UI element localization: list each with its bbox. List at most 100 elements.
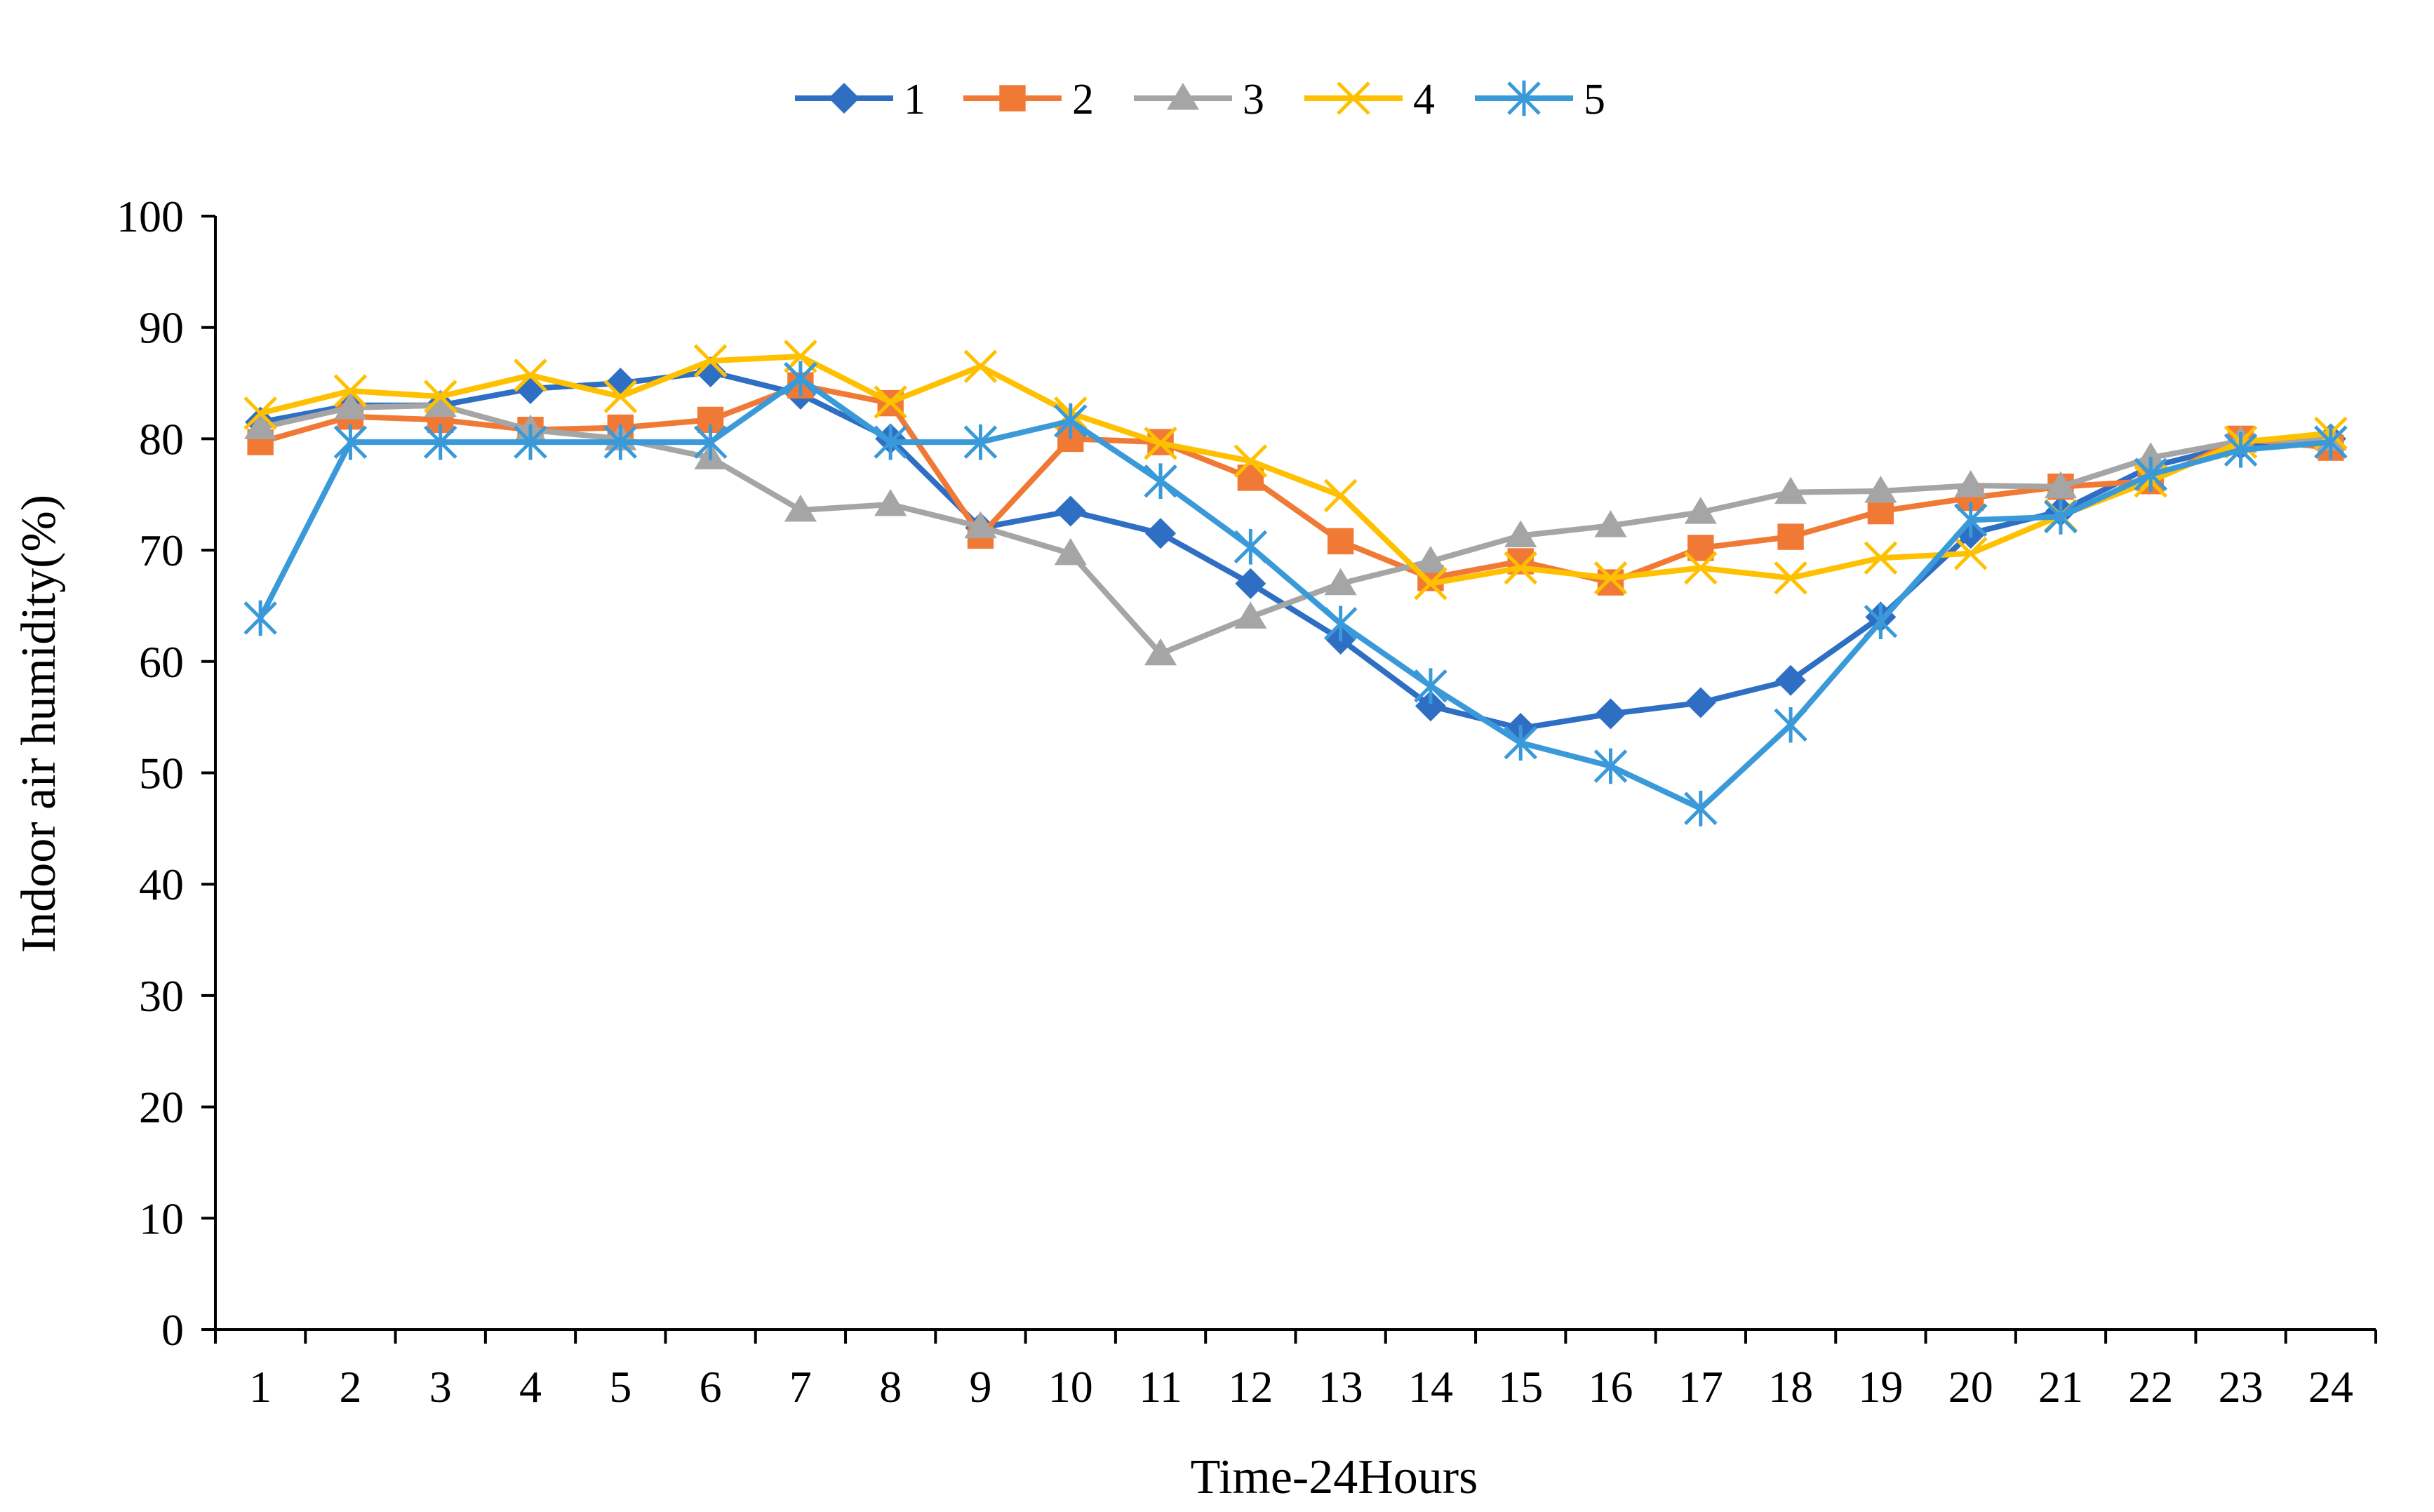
data-point-series-3 bbox=[2044, 471, 2078, 499]
data-point-series-5 bbox=[1233, 529, 1268, 565]
data-point-series-4 bbox=[243, 396, 277, 430]
data-point-series-2 bbox=[1597, 569, 1624, 596]
x-tick-label: 4 bbox=[519, 1362, 542, 1412]
data-point-series-3 bbox=[1864, 475, 1897, 503]
data-point-series-5 bbox=[514, 424, 547, 460]
legend-marker bbox=[829, 83, 860, 114]
x-tick-label: 21 bbox=[2038, 1362, 2083, 1412]
x-tick-label: 6 bbox=[700, 1362, 722, 1412]
data-point-series-5 bbox=[2134, 456, 2168, 493]
legend-entry-3: 3 bbox=[1134, 76, 1264, 123]
legend-entry-2: 2 bbox=[963, 76, 1094, 123]
data-point-series-3 bbox=[1234, 601, 1267, 629]
data-point-series-3 bbox=[1414, 545, 1447, 573]
x-tick-label: 22 bbox=[2128, 1362, 2173, 1412]
legend-marker bbox=[1337, 81, 1370, 115]
x-tick-label: 10 bbox=[1048, 1362, 1093, 1412]
data-point-series-4 bbox=[1323, 479, 1358, 513]
data-point-series-5 bbox=[784, 361, 817, 397]
data-point-series-4 bbox=[1233, 444, 1268, 478]
x-tick-label: 23 bbox=[2219, 1362, 2264, 1412]
data-point-series-3 bbox=[1054, 537, 1087, 566]
x-tick-label: 13 bbox=[1318, 1362, 1363, 1412]
x-tick-label: 5 bbox=[609, 1362, 631, 1412]
series-4 bbox=[243, 340, 2348, 601]
series-5 bbox=[243, 361, 2348, 827]
data-point-series-4 bbox=[514, 359, 547, 392]
data-point-series-4 bbox=[1684, 551, 1718, 585]
x-tick-label: 1 bbox=[249, 1362, 272, 1412]
legend-entry-4: 4 bbox=[1304, 76, 1435, 123]
legend-marker bbox=[1166, 83, 1200, 110]
data-point-series-5 bbox=[603, 424, 638, 460]
data-point-series-5 bbox=[693, 424, 728, 460]
series-layer bbox=[243, 340, 2348, 827]
series-line-1 bbox=[260, 369, 2332, 732]
data-point-series-3 bbox=[784, 494, 817, 522]
x-tick-label: 15 bbox=[1498, 1362, 1543, 1412]
data-point-series-3 bbox=[1324, 568, 1357, 596]
data-point-series-5 bbox=[1774, 707, 1807, 743]
data-point-series-5 bbox=[1864, 603, 1898, 639]
y-tick-label: 20 bbox=[139, 1083, 184, 1132]
data-point-series-3 bbox=[874, 489, 907, 516]
y-tick-label: 90 bbox=[139, 303, 184, 353]
x-axis-title: Time-24Hours bbox=[1191, 1450, 1478, 1504]
data-point-series-5 bbox=[1504, 725, 1537, 761]
data-point-series-5 bbox=[963, 424, 998, 460]
legend-entry-1: 1 bbox=[795, 76, 925, 123]
y-tick-label: 70 bbox=[139, 526, 184, 575]
data-point-series-2 bbox=[1687, 535, 1714, 561]
legend-entry-5: 5 bbox=[1475, 76, 1605, 123]
legend-label: 3 bbox=[1243, 76, 1264, 123]
data-point-series-5 bbox=[423, 424, 457, 460]
legend-label: 1 bbox=[904, 76, 925, 123]
x-tick-label: 3 bbox=[429, 1362, 452, 1412]
data-point-series-4 bbox=[1864, 541, 1898, 575]
data-point-series-3 bbox=[2134, 442, 2167, 469]
y-tick-label: 80 bbox=[139, 414, 184, 464]
data-point-series-1 bbox=[1685, 687, 1716, 718]
data-point-series-5 bbox=[2224, 431, 2258, 468]
legend: 1 2 3 4 5 bbox=[795, 76, 1605, 123]
data-point-series-4 bbox=[874, 385, 907, 419]
data-point-series-4 bbox=[1953, 537, 1988, 570]
data-point-series-5 bbox=[2314, 424, 2348, 460]
data-point-series-5 bbox=[1684, 790, 1718, 827]
data-point-series-5 bbox=[1144, 463, 1177, 500]
y-tick-label: 10 bbox=[139, 1193, 184, 1243]
x-tick-label: 11 bbox=[1139, 1362, 1182, 1412]
x-tick-label: 16 bbox=[1589, 1362, 1633, 1412]
x-tick-label: 14 bbox=[1408, 1362, 1453, 1412]
data-point-series-5 bbox=[1414, 668, 1447, 704]
x-tick-label: 19 bbox=[1858, 1362, 1903, 1412]
data-point-series-3 bbox=[1684, 497, 1717, 524]
x-tick-label: 2 bbox=[339, 1362, 361, 1412]
x-tick-label: 8 bbox=[879, 1362, 902, 1412]
data-point-series-4 bbox=[1504, 551, 1537, 585]
data-point-series-3 bbox=[334, 392, 367, 420]
data-point-series-3 bbox=[424, 389, 457, 417]
data-point-series-2 bbox=[1327, 528, 1354, 555]
data-point-series-4 bbox=[333, 374, 368, 408]
x-tick-label: 20 bbox=[1948, 1362, 1993, 1412]
legend-marker bbox=[1507, 80, 1541, 116]
data-point-series-4 bbox=[1144, 426, 1177, 460]
data-point-series-1 bbox=[1415, 690, 1446, 722]
legend-label: 2 bbox=[1072, 76, 1094, 123]
data-point-series-5 bbox=[874, 424, 907, 460]
data-point-series-1 bbox=[1595, 698, 1626, 730]
data-point-series-4 bbox=[963, 349, 998, 384]
y-tick-label: 100 bbox=[116, 192, 184, 241]
series-line-3 bbox=[260, 402, 2331, 657]
data-point-series-4 bbox=[1774, 561, 1807, 595]
data-point-series-3 bbox=[964, 511, 997, 539]
data-point-series-5 bbox=[333, 424, 368, 460]
data-point-series-5 bbox=[1593, 748, 1628, 784]
x-tick-label: 12 bbox=[1228, 1362, 1273, 1412]
data-point-series-5 bbox=[243, 600, 277, 636]
x-tick-label: 24 bbox=[2308, 1362, 2353, 1412]
data-point-series-4 bbox=[693, 344, 728, 378]
y-tick-label: 30 bbox=[139, 971, 184, 1021]
